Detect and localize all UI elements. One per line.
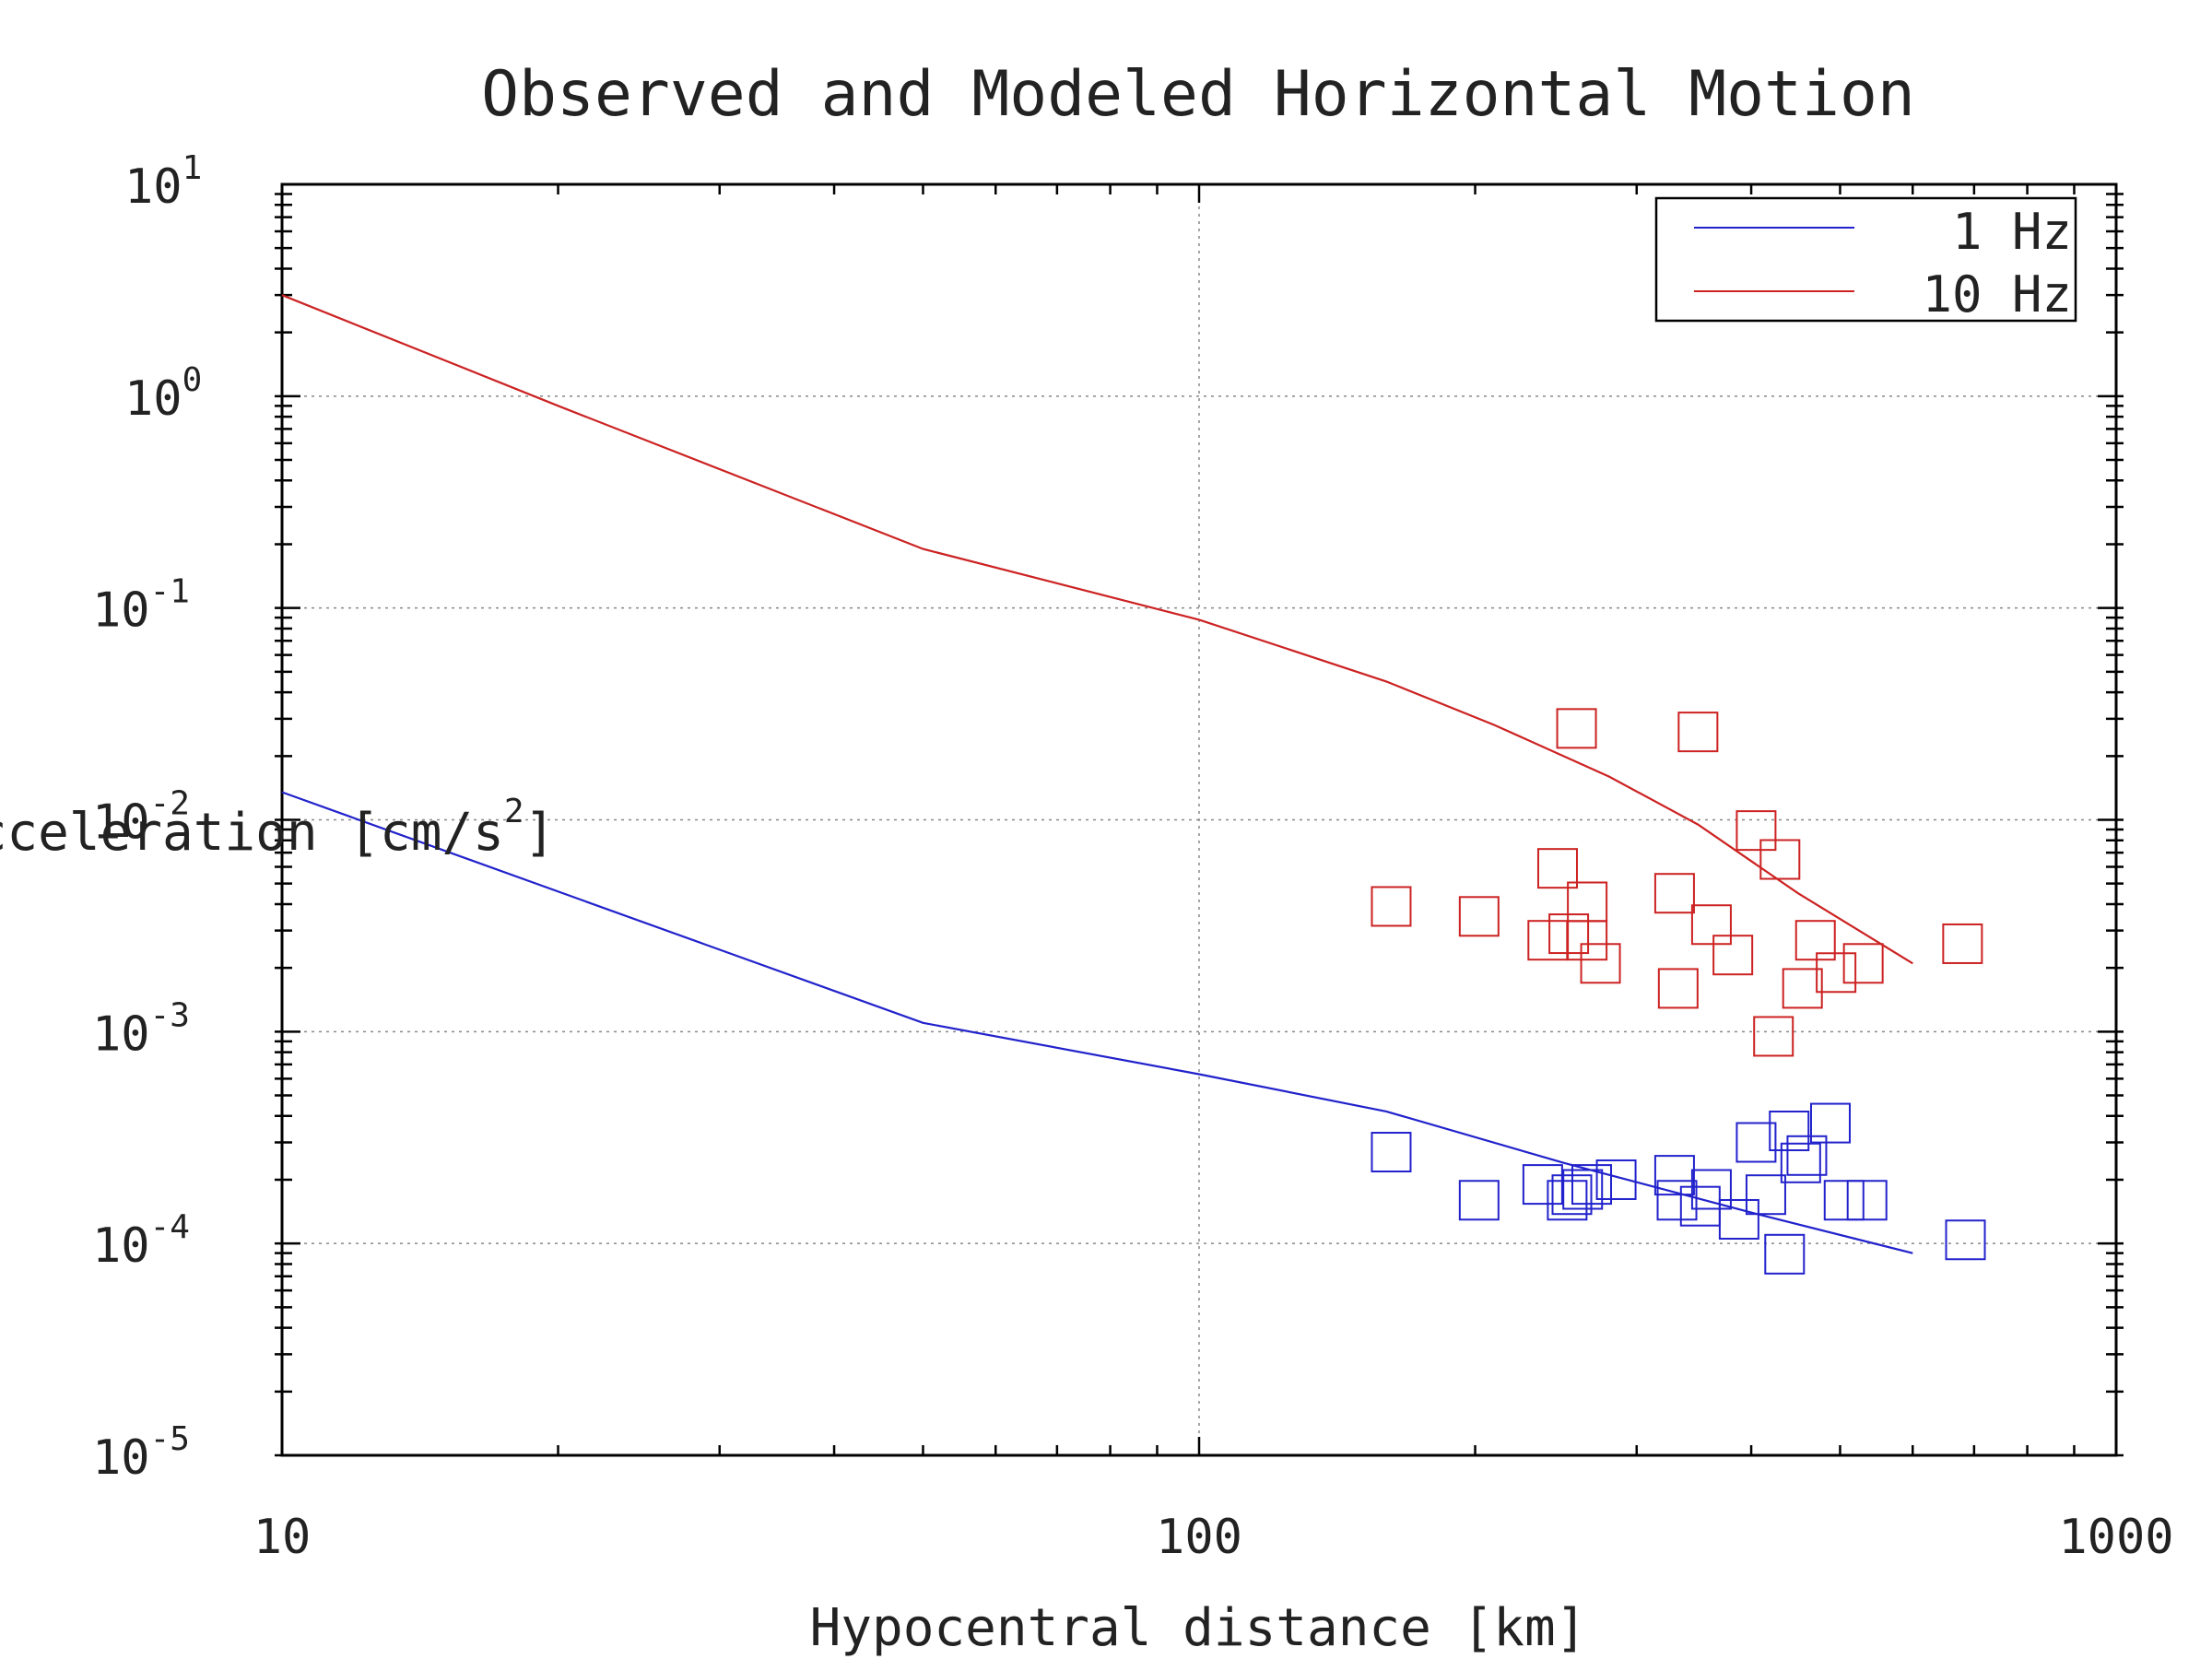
x-tick-label: 10	[253, 1510, 312, 1565]
data-point-marker	[1657, 968, 1699, 1009]
data-point-marker	[1842, 943, 1884, 984]
y-axis-title: Acceleration [cm/s2]	[0, 793, 555, 863]
data-point-marker	[1942, 923, 1983, 964]
data-point-marker	[1745, 1174, 1786, 1216]
data-point-marker	[1945, 1219, 1986, 1261]
data-point-marker	[1690, 1169, 1732, 1210]
data-point-marker	[1653, 1155, 1695, 1196]
data-point-marker	[1759, 839, 1801, 880]
y-tick-label: 10-5	[92, 1420, 190, 1486]
data-point-marker	[1458, 896, 1500, 937]
data-point-marker	[1823, 1180, 1865, 1221]
x-tick-label: 1000	[2058, 1510, 2173, 1565]
data-point-marker	[1653, 873, 1695, 914]
x-tick-labels: 10 100 1000	[253, 1510, 2174, 1565]
data-point-marker	[1816, 952, 1857, 994]
data-point-marker	[1735, 810, 1777, 852]
data-point-marker	[1567, 920, 1608, 961]
tick-marks	[275, 184, 2124, 1457]
data-point-marker	[1846, 1180, 1888, 1221]
y-tick-label: 100	[124, 361, 202, 427]
y-tick-label: 10-1	[92, 573, 190, 639]
series-line-10hz	[281, 294, 1913, 965]
data-point-marker	[1677, 712, 1719, 753]
data-point-marker	[1712, 935, 1754, 976]
legend: 1 Hz 10 Hz	[1654, 196, 2077, 324]
y-tick-label: 10-2	[92, 785, 190, 851]
data-point-marker	[1786, 1135, 1828, 1176]
data-point-marker	[1735, 1122, 1777, 1163]
data-point-marker	[1371, 886, 1412, 927]
data-point-marker	[1656, 1180, 1698, 1221]
y-tick-labels: 101 100 10-1 10-2 10-3 10-4 10-5	[92, 149, 202, 1486]
data-point-marker	[1595, 1159, 1637, 1200]
legend-label-10hz: 10 Hz	[1922, 265, 2072, 324]
data-point-marker	[1571, 1164, 1612, 1206]
legend-box	[1654, 196, 2077, 323]
data-point-marker	[1769, 1111, 1810, 1152]
x-axis-title: Hypocentral distance [km]	[810, 1598, 1587, 1658]
data-point-marker	[1580, 943, 1621, 984]
data-point-marker	[1794, 920, 1836, 961]
y-tick-label: 101	[124, 149, 202, 215]
data-point-marker	[1536, 848, 1578, 889]
data-point-marker	[1522, 1164, 1563, 1206]
y-tick-label: 10-4	[92, 1208, 190, 1274]
series-layer	[281, 294, 1986, 1275]
legend-label-1hz: 1 Hz	[1952, 203, 2072, 261]
series-line-1hz	[281, 791, 1913, 1254]
data-point-marker	[1690, 904, 1732, 946]
data-point-marker	[1547, 1180, 1588, 1221]
data-point-marker	[1371, 1132, 1412, 1173]
data-point-marker	[1782, 968, 1823, 1009]
grid	[282, 184, 2116, 1455]
data-point-marker	[1764, 1233, 1806, 1275]
data-point-marker	[1809, 1102, 1851, 1144]
data-point-marker	[1458, 1180, 1500, 1221]
data-point-marker	[1718, 1198, 1759, 1240]
chart-title: Observed and Modeled Horizontal Motion	[481, 58, 1915, 131]
y-tick-label: 10-3	[92, 996, 190, 1062]
data-point-marker	[1556, 708, 1597, 749]
data-point-marker	[1753, 1016, 1794, 1057]
x-tick-label: 100	[1156, 1510, 1242, 1565]
data-point-marker	[1562, 1169, 1604, 1210]
data-point-marker	[1780, 1142, 1821, 1183]
